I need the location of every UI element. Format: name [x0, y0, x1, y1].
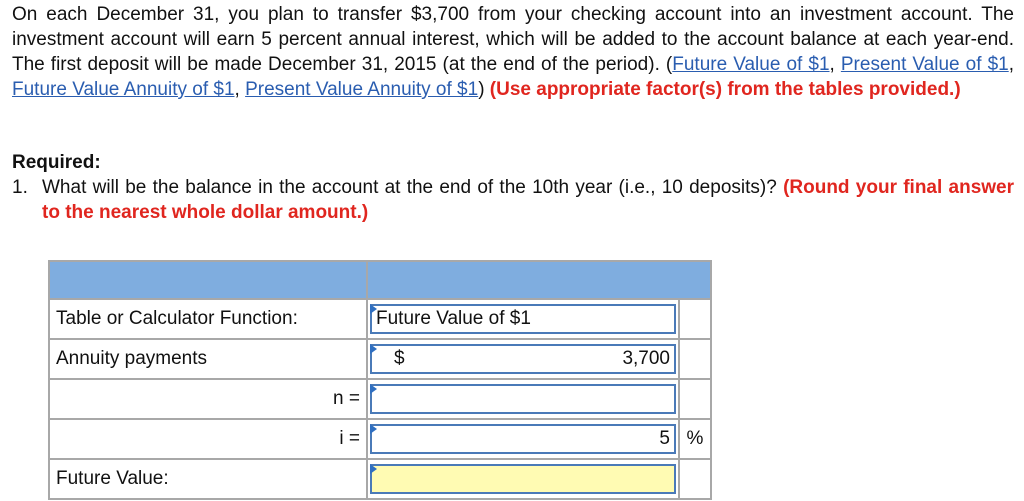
- row-label: Table or Calculator Function:: [48, 298, 368, 340]
- future-value-input[interactable]: [370, 464, 676, 494]
- header-cell: [366, 260, 712, 300]
- function-value: Future Value of $1: [376, 308, 531, 329]
- question: 1. What will be the balance in the accou…: [12, 175, 1014, 225]
- row-label: Annuity payments: [48, 338, 368, 380]
- i-value: 5: [659, 428, 670, 449]
- function-input[interactable]: Future Value of $1: [370, 304, 676, 334]
- row-label: Future Value:: [48, 458, 368, 500]
- link-present-value[interactable]: Present Value of $1: [840, 54, 1009, 75]
- required-heading: Required:: [12, 152, 101, 173]
- link-future-value[interactable]: Future Value of $1: [672, 54, 830, 75]
- currency-symbol: $: [394, 348, 405, 369]
- annuity-payment-input[interactable]: $3,700: [370, 344, 676, 374]
- payment-value: 3,700: [622, 348, 670, 369]
- instruction: (Use appropriate factor(s) from the tabl…: [489, 79, 961, 100]
- row-label: i =: [48, 418, 368, 460]
- answer-table: Table or Calculator Function: Future Valu…: [48, 260, 712, 500]
- link-future-value-annuity[interactable]: Future Value Annuity of $1: [12, 79, 235, 100]
- i-input[interactable]: 5: [370, 424, 676, 454]
- question-text: What will be the balance in the account …: [42, 177, 777, 198]
- percent-unit: %: [678, 418, 712, 460]
- question-hint: (Round your final answer to the nearest …: [42, 177, 1015, 223]
- n-input[interactable]: [370, 384, 676, 414]
- row-label: n =: [48, 378, 368, 420]
- header-cell: [48, 260, 368, 300]
- link-present-value-annuity[interactable]: Present Value Annuity of $1: [245, 79, 479, 100]
- problem-text: On each December 31, you plan to transfe…: [12, 4, 1014, 100]
- question-number: 1.: [12, 177, 28, 198]
